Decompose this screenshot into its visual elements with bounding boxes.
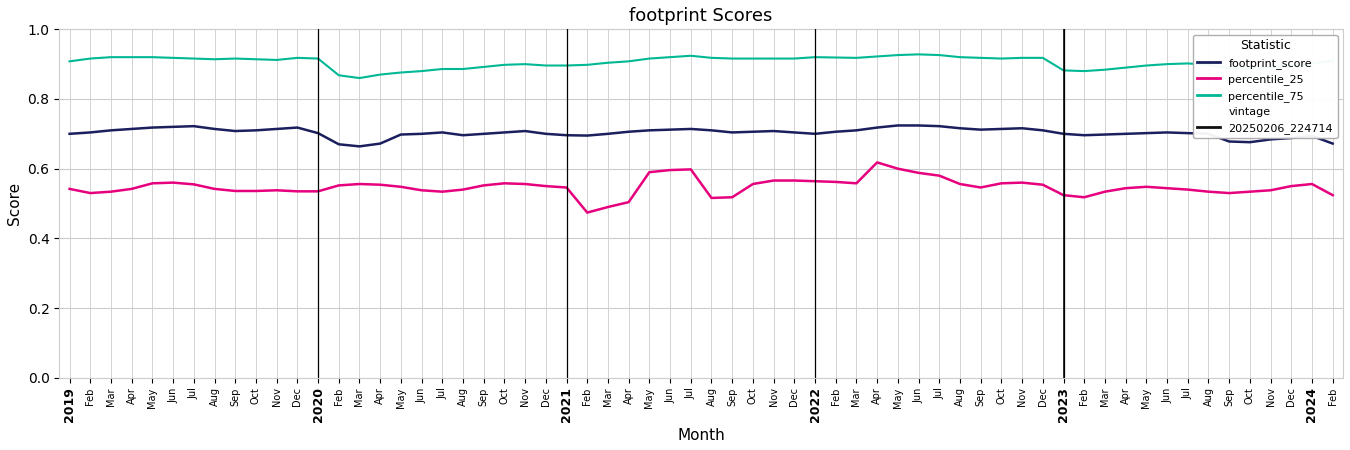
footprint_score [62,131,78,136]
footprint_score [1200,131,1216,136]
percentile_25 [1324,193,1341,198]
percentile_25 [165,180,181,185]
percentile_25 [703,195,720,201]
footprint_score [165,124,181,130]
percentile_75 [413,68,429,74]
percentile_75 [1200,62,1216,68]
percentile_25 [310,189,327,194]
percentile_75 [910,52,926,57]
percentile_25 [62,186,78,192]
footprint_score [310,130,327,136]
Line: footprint_score: footprint_score [70,126,1332,146]
percentile_75 [848,55,864,61]
percentile_75 [310,56,327,61]
percentile_25 [848,180,864,186]
Line: percentile_25: percentile_25 [70,162,1332,212]
percentile_25 [1200,189,1216,194]
percentile_25 [393,184,409,189]
footprint_score [1324,141,1341,146]
percentile_25 [579,210,595,215]
percentile_75 [62,58,78,64]
percentile_75 [1324,58,1341,63]
footprint_score [848,128,864,133]
footprint_score [351,144,367,149]
percentile_75 [703,55,720,61]
X-axis label: Month: Month [678,428,725,443]
footprint_score [890,123,906,128]
footprint_score [413,131,429,136]
Title: footprint Scores: footprint Scores [629,7,772,25]
Legend: footprint_score, percentile_25, percentile_75, vintage, 20250206_224714: footprint_score, percentile_25, percenti… [1193,35,1338,138]
percentile_25 [869,160,886,165]
footprint_score [703,128,720,133]
Line: percentile_75: percentile_75 [70,54,1332,78]
percentile_75 [165,55,181,61]
Y-axis label: Score: Score [7,182,22,225]
percentile_75 [351,75,367,81]
